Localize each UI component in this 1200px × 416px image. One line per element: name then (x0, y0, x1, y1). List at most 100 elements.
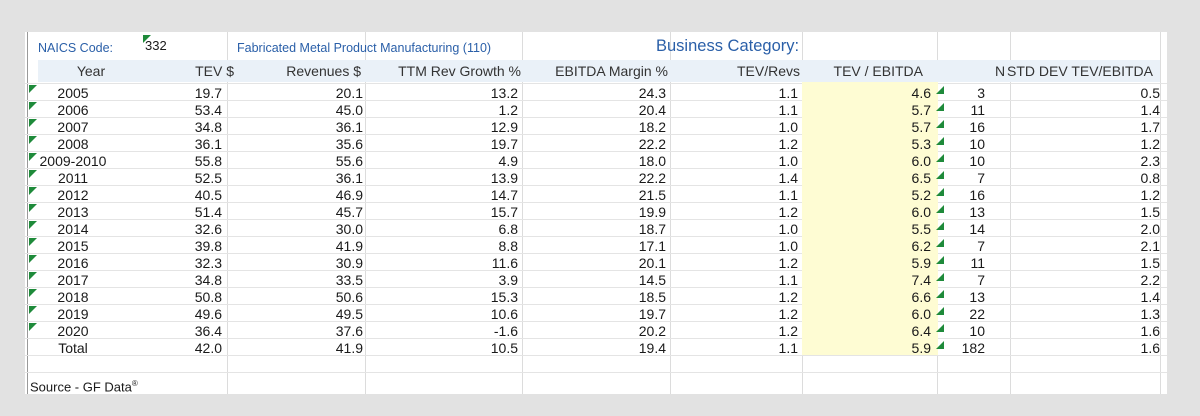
table-cell[interactable]: 14.5 (638, 272, 666, 288)
table-cell[interactable]: 40.5 (194, 187, 222, 203)
table-cell[interactable]: 6.8 (498, 221, 518, 237)
table-cell[interactable]: 19.9 (638, 204, 666, 220)
table-cell[interactable]: 13.2 (490, 85, 518, 101)
table-cell[interactable]: 20.2 (638, 323, 666, 339)
table-cell[interactable]: 10 (969, 323, 985, 339)
table-cell[interactable]: 5.5 (911, 221, 931, 237)
table-cell[interactable]: 1.2 (778, 255, 798, 271)
table-cell[interactable]: 15.3 (490, 289, 518, 305)
table-cell[interactable]: 13 (969, 204, 985, 220)
table-cell[interactable]: 17.1 (638, 238, 666, 254)
table-cell[interactable]: 3.9 (498, 272, 518, 288)
table-cell[interactable]: 2009-2010 (39, 153, 107, 169)
table-cell[interactable]: 2008 (57, 136, 89, 152)
table-cell[interactable]: 1.6 (1140, 340, 1160, 356)
table-cell[interactable]: 6.6 (911, 289, 931, 305)
table-cell[interactable]: 50.6 (335, 289, 363, 305)
table-cell[interactable]: 2015 (57, 238, 89, 254)
table-cell[interactable]: 1.1 (778, 187, 798, 203)
table-cell[interactable]: 1.2 (498, 102, 518, 118)
table-cell[interactable]: 6.2 (911, 238, 931, 254)
table-cell[interactable]: 33.5 (335, 272, 363, 288)
table-cell[interactable]: 18.7 (638, 221, 666, 237)
table-cell[interactable]: 22 (969, 306, 985, 322)
table-cell[interactable]: 6.5 (911, 170, 931, 186)
table-cell[interactable]: 1.3 (1140, 306, 1160, 322)
column-header[interactable]: Revenues $ (286, 63, 361, 79)
table-cell[interactable]: 35.6 (335, 136, 363, 152)
table-cell[interactable]: 5.3 (911, 136, 931, 152)
table-cell[interactable]: 20.1 (638, 255, 666, 271)
table-cell[interactable]: 34.8 (194, 272, 222, 288)
table-cell[interactable]: 53.4 (194, 102, 222, 118)
table-cell[interactable]: 16 (969, 187, 985, 203)
column-header[interactable]: STD DEV TEV/EBITDA (1007, 63, 1153, 79)
table-cell[interactable]: 19.7 (638, 306, 666, 322)
table-cell[interactable]: 19.7 (490, 136, 518, 152)
table-cell[interactable]: 46.9 (335, 187, 363, 203)
table-cell[interactable]: 1.2 (1140, 136, 1160, 152)
table-cell[interactable]: 2005 (57, 85, 89, 101)
table-cell[interactable]: 2014 (57, 221, 89, 237)
table-cell[interactable]: 30.0 (335, 221, 363, 237)
table-cell[interactable]: 14.7 (490, 187, 518, 203)
table-cell[interactable]: 51.4 (194, 204, 222, 220)
table-cell[interactable]: 2018 (57, 289, 89, 305)
table-cell[interactable]: 7 (977, 272, 985, 288)
table-cell[interactable]: 5.9 (911, 340, 931, 356)
column-header[interactable]: Year (76, 63, 106, 79)
table-cell[interactable]: 5.2 (911, 187, 931, 203)
table-cell[interactable]: Total (58, 340, 88, 356)
table-cell[interactable]: 16 (969, 119, 985, 135)
table-cell[interactable]: 6.4 (911, 323, 931, 339)
table-cell[interactable]: 13.9 (490, 170, 518, 186)
table-cell[interactable]: 5.7 (911, 119, 931, 135)
table-cell[interactable]: 2020 (57, 323, 89, 339)
table-cell[interactable]: 1.6 (1140, 323, 1160, 339)
column-header[interactable]: TEV/Revs (736, 63, 800, 79)
table-cell[interactable]: 10 (969, 153, 985, 169)
table-cell[interactable]: 2017 (57, 272, 89, 288)
table-cell[interactable]: 55.6 (335, 153, 363, 169)
table-cell[interactable]: 1.4 (1140, 102, 1160, 118)
table-cell[interactable]: 45.0 (335, 102, 363, 118)
table-cell[interactable]: 1.1 (778, 340, 798, 356)
table-cell[interactable]: 1.2 (778, 289, 798, 305)
table-cell[interactable]: 182 (961, 340, 985, 356)
table-cell[interactable]: 39.8 (194, 238, 222, 254)
column-header[interactable]: TEV $ (195, 63, 234, 79)
table-cell[interactable]: 34.8 (194, 119, 222, 135)
table-cell[interactable]: 2011 (57, 170, 89, 186)
table-cell[interactable]: 36.4 (194, 323, 222, 339)
table-cell[interactable]: 15.7 (490, 204, 518, 220)
table-cell[interactable]: 10.6 (490, 306, 518, 322)
table-cell[interactable]: 14 (969, 221, 985, 237)
table-cell[interactable]: 6.0 (911, 153, 931, 169)
table-cell[interactable]: 20.4 (638, 102, 666, 118)
table-cell[interactable]: 5.9 (911, 255, 931, 271)
table-cell[interactable]: 8.8 (498, 238, 518, 254)
table-cell[interactable]: 36.1 (335, 119, 363, 135)
table-cell[interactable]: 2019 (57, 306, 89, 322)
table-cell[interactable]: 18.5 (638, 289, 666, 305)
column-header[interactable]: EBITDA Margin % (555, 63, 668, 79)
table-cell[interactable]: 1.1 (778, 85, 798, 101)
table-cell[interactable]: 2012 (57, 187, 89, 203)
table-cell[interactable]: 37.6 (335, 323, 363, 339)
table-cell[interactable]: 1.2 (778, 136, 798, 152)
column-header[interactable]: TEV / EBITDA (833, 63, 923, 79)
table-cell[interactable]: 22.2 (638, 136, 666, 152)
table-cell[interactable]: 55.8 (194, 153, 222, 169)
table-cell[interactable]: 6.0 (911, 306, 931, 322)
table-cell[interactable]: 49.6 (194, 306, 222, 322)
table-cell[interactable]: 2013 (57, 204, 89, 220)
column-header[interactable]: TTM Rev Growth % (398, 63, 521, 79)
table-cell[interactable]: 10.5 (490, 340, 518, 356)
table-cell[interactable]: 2007 (57, 119, 89, 135)
table-cell[interactable]: 4.9 (498, 153, 518, 169)
table-cell[interactable]: 7 (977, 170, 985, 186)
table-cell[interactable]: 3 (977, 85, 985, 101)
table-cell[interactable]: 11.6 (491, 255, 518, 271)
table-cell[interactable]: 0.8 (1140, 170, 1160, 186)
table-cell[interactable]: 1.0 (778, 153, 798, 169)
